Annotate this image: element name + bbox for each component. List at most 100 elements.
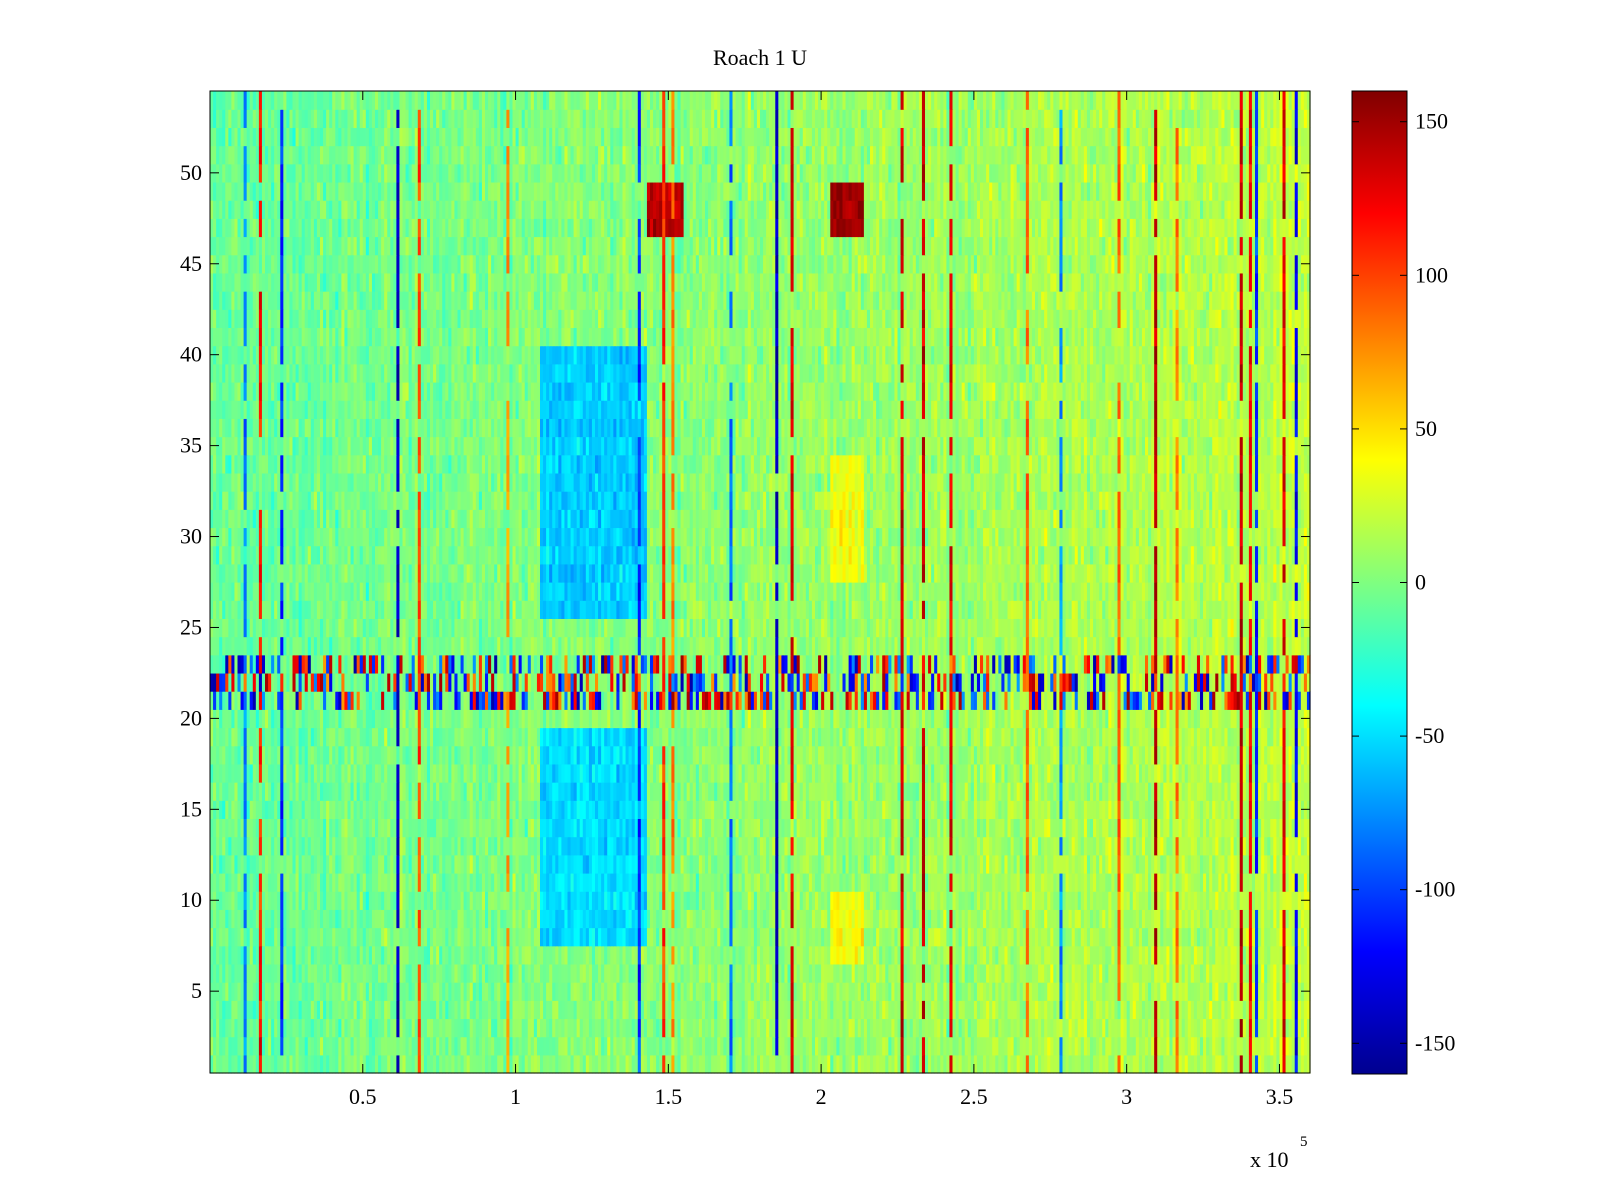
- heatmap-cell: [763, 1000, 767, 1020]
- heatmap-cell: [1117, 945, 1122, 965]
- heatmap-cell: [1093, 927, 1097, 947]
- heatmap-cell: [268, 945, 272, 965]
- heatmap-cell: [335, 1018, 339, 1038]
- heatmap-cell: [833, 927, 837, 947]
- heatmap-cell: [439, 963, 443, 983]
- heatmap-cell: [359, 945, 364, 965]
- heatmap-cell: [986, 945, 990, 965]
- heatmap-cell: [854, 982, 859, 1001]
- heatmap-cell: [1306, 1036, 1311, 1056]
- heatmap-cell: [368, 945, 373, 965]
- heatmap-cell: [973, 927, 978, 947]
- heatmap-cell: [316, 982, 321, 1001]
- heatmap-cell: [430, 1036, 434, 1056]
- heatmap-cell: [720, 945, 724, 965]
- heatmap-cell: [506, 1000, 511, 1020]
- heatmap-cell: [961, 982, 966, 1001]
- heatmap-cell: [665, 963, 669, 983]
- heatmap-cell: [445, 1000, 449, 1020]
- heatmap-cell: [1187, 963, 1192, 983]
- heatmap-cell: [1200, 1036, 1204, 1056]
- heatmap-cell: [527, 927, 532, 947]
- heatmap-cell: [436, 982, 440, 1001]
- heatmap-cell: [1236, 927, 1241, 947]
- heatmap-cell: [1138, 1000, 1143, 1020]
- heatmap-cell: [653, 982, 657, 1001]
- heatmap-cell: [863, 945, 868, 965]
- heatmap-cell: [359, 927, 364, 947]
- heatmap-cell: [928, 927, 932, 947]
- heatmap-cell: [799, 963, 804, 983]
- heatmap-cell: [873, 1036, 877, 1056]
- heatmap-cell: [286, 963, 291, 983]
- heatmap-cell: [604, 1054, 608, 1074]
- heatmap-cell: [555, 1000, 559, 1020]
- heatmap-cell: [420, 1036, 425, 1056]
- heatmap-cell: [329, 927, 333, 947]
- heatmap-cell: [381, 1054, 385, 1074]
- heatmap-cell: [1047, 1036, 1051, 1056]
- heatmap-cell: [445, 982, 449, 1001]
- heatmap-cell: [870, 1018, 874, 1038]
- heatmap-cell: [494, 982, 498, 1001]
- heatmap-cell: [316, 909, 321, 929]
- heatmap-cell: [784, 982, 789, 1001]
- heatmap-cell: [546, 963, 550, 983]
- heatmap-cell: [1080, 963, 1085, 983]
- heatmap-cell: [1123, 1018, 1128, 1038]
- heatmap-cell: [1288, 1054, 1293, 1074]
- heatmap-cell: [1288, 982, 1293, 1001]
- heatmap-cell: [980, 945, 984, 965]
- heatmap-cell: [808, 1036, 813, 1056]
- heatmap-cell: [848, 963, 853, 983]
- heatmap-cell: [906, 1054, 911, 1074]
- heatmap-cell: [1117, 1018, 1122, 1038]
- heatmap-cell: [640, 927, 645, 947]
- heatmap-cell: [634, 927, 639, 947]
- heatmap-cell: [543, 909, 547, 929]
- heatmap-cell: [384, 945, 388, 965]
- heatmap-cell: [701, 1018, 706, 1038]
- heatmap-cell: [912, 1036, 917, 1056]
- heatmap-cell: [1022, 945, 1027, 965]
- heatmap-cell: [222, 945, 226, 965]
- heatmap-cell: [540, 1018, 544, 1038]
- heatmap-cell: [689, 927, 694, 947]
- heatmap-cell: [338, 982, 342, 1001]
- heatmap-cell: [931, 1018, 935, 1038]
- heatmap-cell: [815, 945, 819, 965]
- heatmap-cell: [405, 1036, 410, 1056]
- heatmap-cell: [408, 945, 413, 965]
- heatmap-cell: [426, 982, 431, 1001]
- heatmap-cell: [1068, 982, 1073, 1001]
- heatmap-cell: [1276, 963, 1281, 983]
- heatmap-cell: [408, 927, 413, 947]
- heatmap-cell: [637, 1000, 642, 1020]
- heatmap-cell: [1053, 927, 1057, 947]
- heatmap-cell: [396, 927, 401, 947]
- heatmap-cell: [1077, 927, 1082, 947]
- heatmap-cell: [326, 1036, 330, 1056]
- heatmap-cell: [1151, 982, 1155, 1001]
- heatmap-cell: [860, 963, 865, 983]
- heatmap-cell: [613, 1000, 617, 1020]
- heatmap-cell: [301, 963, 306, 983]
- heatmap-cell: [210, 1036, 214, 1056]
- heatmap-cell: [808, 963, 813, 983]
- heatmap-cell: [1151, 963, 1155, 983]
- heatmap-cell: [708, 1036, 712, 1056]
- heatmap-cell: [701, 909, 706, 929]
- heatmap-cell: [500, 1036, 504, 1056]
- heatmap-cell: [402, 945, 407, 965]
- heatmap-cell: [683, 945, 688, 965]
- heatmap-cell: [775, 1000, 779, 1020]
- heatmap-cell: [356, 945, 361, 965]
- heatmap-cell: [708, 927, 712, 947]
- heatmap-cell: [1001, 982, 1006, 1001]
- heatmap-cell: [1041, 927, 1045, 947]
- heatmap-cell: [595, 927, 599, 947]
- heatmap-cell: [830, 963, 834, 983]
- heatmap-cell: [967, 963, 972, 983]
- heatmap-cell: [396, 1054, 401, 1074]
- heatmap-cell: [634, 1036, 639, 1056]
